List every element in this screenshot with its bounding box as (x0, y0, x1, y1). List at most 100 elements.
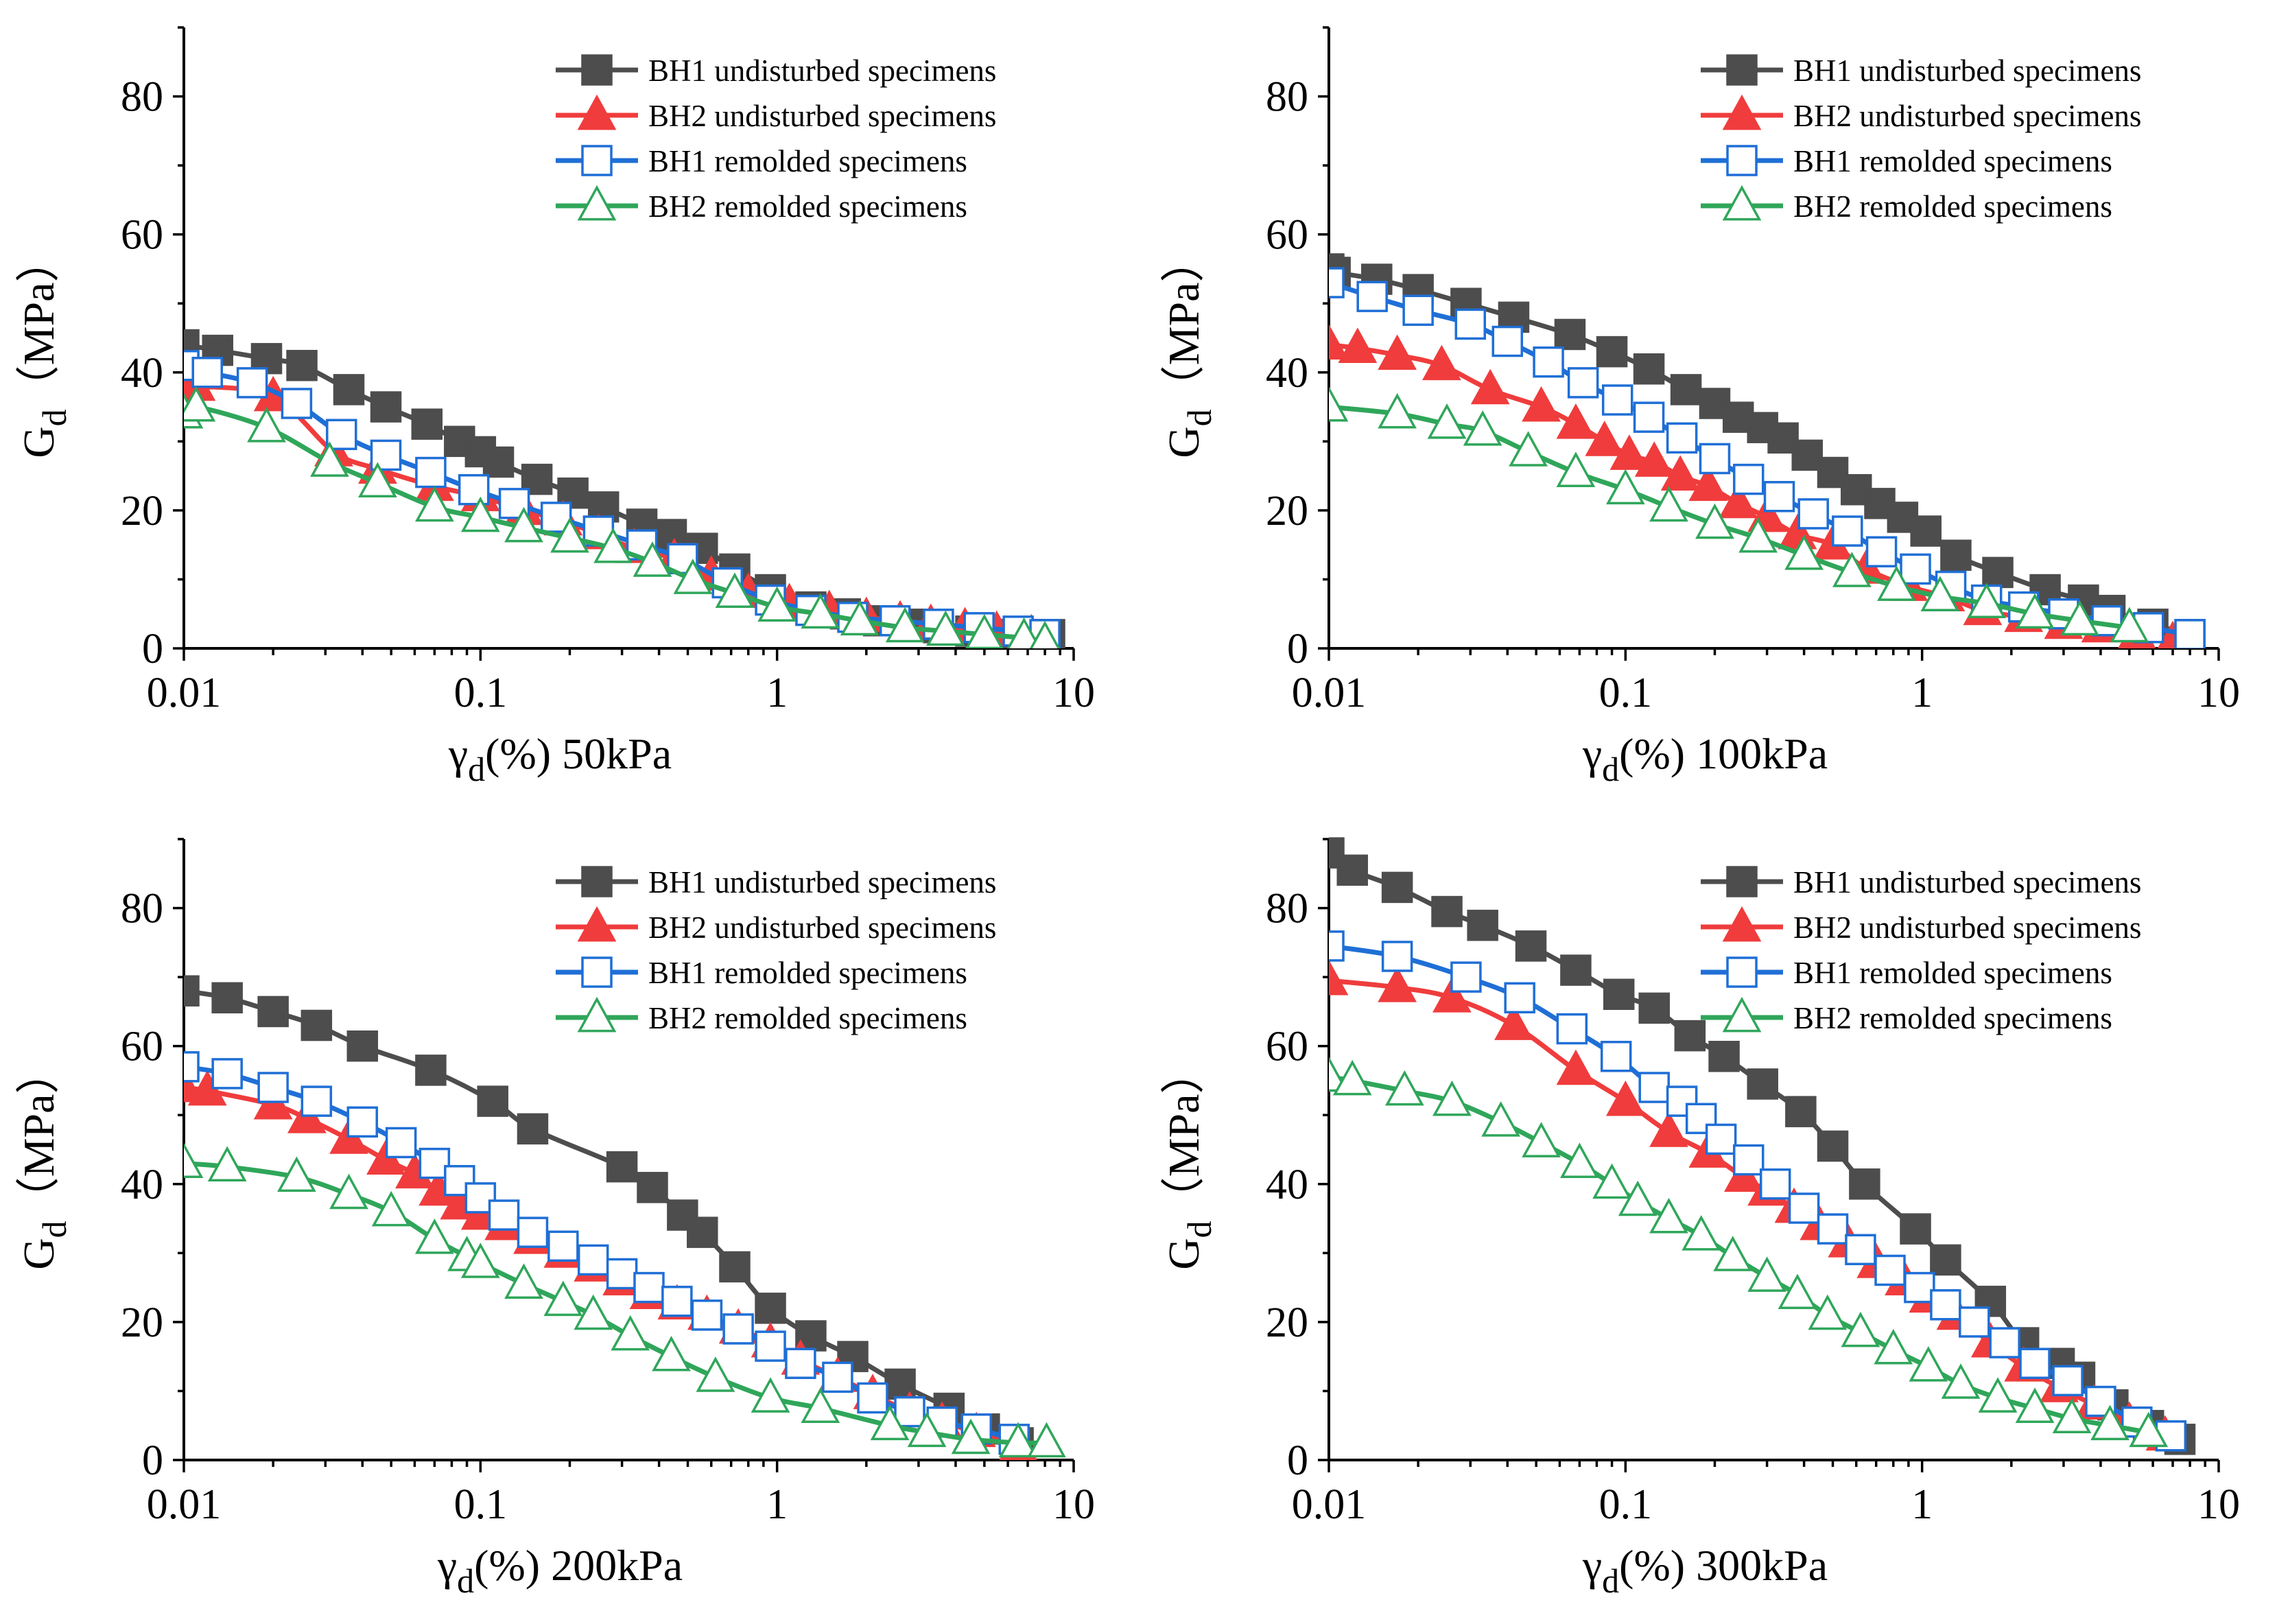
data-point (673, 558, 713, 594)
data-point (1747, 1256, 1786, 1292)
plot-area (184, 975, 1066, 1460)
data-point (1559, 1142, 1599, 1178)
y-tick-label: 0 (1287, 626, 1308, 672)
y-tick-label: 40 (1266, 350, 1308, 397)
data-point (482, 446, 515, 478)
y-tick-label: 0 (142, 1437, 163, 1484)
series-bh2-remolded-specimens (1329, 386, 2149, 643)
x-axis-title-suffix: (%) 50kPa (485, 729, 672, 778)
data-point (458, 473, 490, 506)
y-axis-title: Gd（MPa） (1159, 238, 1218, 458)
data-point (517, 1113, 549, 1145)
legend-marker (577, 996, 617, 1033)
data-point (633, 541, 672, 577)
data-point (1865, 536, 1898, 567)
y-axis-title-unit: （MPa） (14, 238, 63, 409)
data-point (1738, 517, 1778, 553)
data-point (346, 1106, 379, 1138)
data-point (1494, 1004, 1533, 1040)
data-point (1603, 978, 1635, 1010)
y-tick-label: 20 (1266, 488, 1308, 534)
data-point (1427, 403, 1467, 439)
data-point (1515, 930, 1547, 962)
data-point (1463, 410, 1502, 446)
series-bh1-undisturbed-specimens (1329, 253, 2206, 648)
data-point (1808, 1294, 1848, 1330)
data-point (1682, 1214, 1721, 1251)
data-point (687, 1216, 718, 1248)
data-point (1930, 1289, 1961, 1321)
plot-area (1329, 837, 2196, 1455)
data-point (606, 1258, 638, 1290)
y-axis-title-subscript: d (35, 409, 73, 426)
data-point (801, 593, 840, 629)
legend: BH1 undisturbed specimens BH2 undisturbed… (1701, 865, 2141, 1035)
data-point (574, 1294, 613, 1330)
data-point (333, 374, 365, 405)
x-tick-label: 0.01 (147, 670, 222, 716)
data-point (1817, 1130, 1849, 1162)
x-axis-title-subscript: d (1602, 750, 1619, 788)
data-point (785, 1348, 816, 1379)
chart-panel-100kpa: 0 20 40 60 80 0.01 0.1 1 10 γd(%) 100kPa Gd（MPa） BH… (1145, 0, 2277, 810)
data-point (414, 1219, 454, 1254)
data-point (1601, 384, 1633, 416)
y-axis-title: Gd（MPa） (14, 1050, 73, 1269)
legend-marker (1726, 956, 1758, 988)
legend-item-bh2-remolded-specimens: BH2 remolded specimens (556, 185, 967, 224)
y-tick-label: 20 (121, 1299, 163, 1346)
data-point (1329, 267, 1345, 298)
data-point (543, 1280, 583, 1317)
y-axis-title: Gd（MPa） (14, 238, 73, 458)
data-point (1378, 966, 1417, 1002)
chart-panel-200kpa: 0 20 40 60 80 0.01 0.1 1 10 γd(%) 200kPa Gd（MPa） BH… (0, 812, 1132, 1621)
data-point (1967, 582, 2007, 619)
data-point (1660, 455, 1700, 491)
y-axis-title-subscript: d (1180, 1221, 1218, 1238)
legend-label: BH1 undisturbed specimens (1793, 865, 2141, 899)
legend-item-bh1-undisturbed-specimens: BH1 undisturbed specimens (1701, 54, 2141, 88)
legend: BH1 undisturbed specimens BH2 undisturbed… (556, 54, 996, 224)
y-tick-label: 60 (121, 212, 163, 259)
data-point (1909, 1346, 1948, 1382)
data-point (1633, 401, 1665, 433)
y-tick-label: 20 (1266, 1299, 1308, 1346)
data-point (477, 1085, 508, 1117)
data-point (370, 439, 402, 471)
x-tick-label: 0.1 (1599, 670, 1653, 716)
data-point (550, 517, 589, 553)
x-tick-label: 0.01 (1292, 670, 1367, 716)
series-bh1-remolded-specimens (1329, 930, 2187, 1452)
data-point (894, 1396, 925, 1428)
data-point (2060, 600, 2099, 636)
data-point (2052, 1365, 2084, 1397)
y-tick-label: 40 (121, 1162, 163, 1208)
data-point (1732, 1144, 1765, 1176)
data-point (870, 1404, 910, 1441)
legend-label: BH1 remolded specimens (1793, 956, 2112, 990)
legend-label: BH2 remolded specimens (1793, 189, 2112, 224)
data-point (1450, 961, 1482, 993)
data-point (1432, 1080, 1472, 1116)
x-axis-title-suffix: (%) 200kPa (474, 1541, 683, 1590)
data-point (281, 388, 313, 419)
data-point (1481, 1101, 1521, 1137)
data-point (444, 1165, 475, 1197)
x-tick-label: 1 (1911, 670, 1933, 716)
legend-marker (581, 145, 613, 176)
data-point (1384, 1070, 1424, 1106)
data-point (1381, 941, 1413, 972)
data-point (1634, 441, 1674, 477)
y-axis-title-symbol: G (1159, 1238, 1208, 1269)
data-point (1978, 1377, 2018, 1413)
legend-item-bh1-remolded-specimens: BH1 remolded specimens (556, 144, 967, 178)
data-point (207, 1146, 247, 1182)
data-point (211, 1058, 243, 1090)
data-point (2174, 619, 2206, 648)
data-point (1649, 486, 1688, 522)
y-axis-title-unit: （MPa） (14, 1050, 63, 1221)
data-point (1454, 308, 1487, 340)
data-point (1900, 553, 1931, 585)
series-bh1-undisturbed-specimens (184, 975, 1034, 1459)
